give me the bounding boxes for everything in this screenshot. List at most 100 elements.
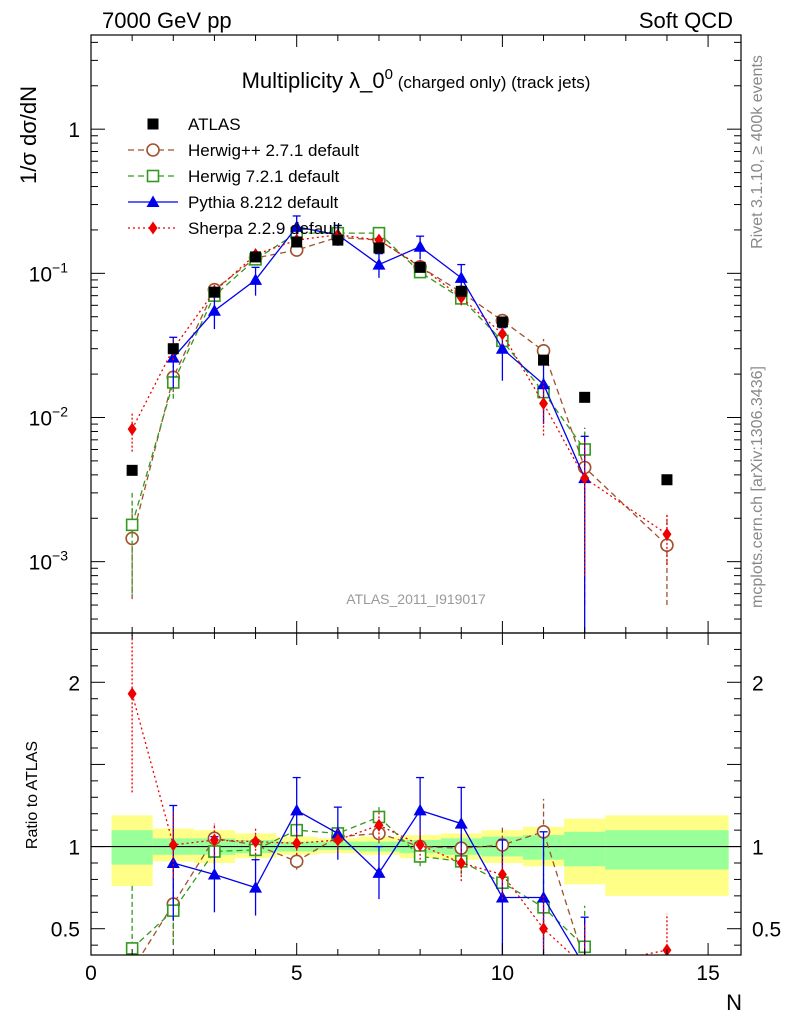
main-line xyxy=(131,232,586,526)
ratio-point xyxy=(578,960,591,972)
legend-item: Herwig++ 2.7.1 default xyxy=(128,141,359,160)
main-point xyxy=(208,286,220,298)
x-axis-label: N xyxy=(726,990,742,1015)
main-point xyxy=(125,518,139,532)
ratio-point xyxy=(374,818,384,832)
ratio-point xyxy=(209,833,219,847)
ratio-series xyxy=(125,633,672,976)
ratio-point xyxy=(289,854,304,869)
main-line xyxy=(131,234,668,535)
ratio-point xyxy=(495,891,509,903)
ratio-point xyxy=(127,687,137,701)
ratio-point xyxy=(582,954,587,955)
ratio-y-tick-label-right: 2 xyxy=(752,672,764,695)
x-tick-label: 15 xyxy=(696,962,719,985)
main-point xyxy=(496,316,508,328)
title-sup: 0 xyxy=(385,66,393,83)
main-series-herwig xyxy=(125,226,591,594)
uncertainty-band-segment xyxy=(605,830,729,870)
legend-item: Pythia 8.212 default xyxy=(128,193,339,212)
ratio-point xyxy=(454,817,468,829)
title-main: Multiplicity λ_0 xyxy=(242,68,385,93)
main-point xyxy=(662,527,672,541)
ratio-point xyxy=(539,922,549,936)
y-tick-label: 1 xyxy=(68,119,80,142)
ratio-point xyxy=(413,850,427,863)
main-series-pythia xyxy=(166,215,592,633)
main-series-atlas xyxy=(126,234,673,486)
main-point xyxy=(539,397,549,411)
ratio-bands xyxy=(111,815,729,896)
rivet-label: Rivet 3.1.10, ≥ 400k events xyxy=(749,55,766,249)
ratio-point xyxy=(372,866,386,878)
main-point xyxy=(126,464,138,476)
main-point xyxy=(661,474,673,486)
ratio-point xyxy=(166,856,180,868)
legend-item: Herwig 7.2.1 default xyxy=(128,167,339,186)
ratio-series-pythia xyxy=(166,776,591,972)
ratio-point xyxy=(251,835,261,849)
main-point xyxy=(290,220,304,232)
ratio-y-tick-label: 1 xyxy=(68,837,80,860)
main-point xyxy=(579,391,591,403)
main-point xyxy=(414,261,426,273)
uncertainty-band-segment xyxy=(564,831,606,867)
main-point xyxy=(207,304,221,316)
y-tick-label: 10−3 xyxy=(29,548,69,575)
ratio-series-herwig xyxy=(126,798,587,976)
main-point xyxy=(455,285,467,297)
main-point xyxy=(332,234,344,246)
uncertainty-band-segment xyxy=(111,830,153,865)
ratio-point xyxy=(415,838,425,852)
main-point xyxy=(249,273,263,285)
legend-marker xyxy=(146,195,160,207)
legend-label: Pythia 8.212 default xyxy=(188,193,339,212)
ratio-point xyxy=(292,836,302,850)
header-energy: 7000 GeV pp xyxy=(102,8,232,33)
main-point xyxy=(413,240,427,252)
ratio-y-tick-label: 0.5 xyxy=(51,919,80,942)
main-point xyxy=(660,538,674,553)
ratio-point xyxy=(207,868,221,880)
tick-exponent: −3 xyxy=(52,548,68,564)
ratio-point xyxy=(126,964,138,976)
main-series xyxy=(125,215,674,633)
mcplots-label: mcplots.cern.ch [arXiv:1306.3436] xyxy=(749,366,766,608)
main-point xyxy=(167,343,179,355)
tick-exponent: −2 xyxy=(52,403,68,419)
tick-base: 10 xyxy=(29,407,52,430)
main-point xyxy=(372,258,386,270)
ratio-y-tick-label-right: 0.5 xyxy=(752,919,781,942)
x-tick-label: 0 xyxy=(85,962,97,985)
main-ylabel: 1/σ dσ/dN xyxy=(16,86,41,184)
ratio-point xyxy=(331,826,345,839)
ratio-y-tick-label: 2 xyxy=(68,672,80,695)
ratio-point xyxy=(413,803,427,816)
ratio-line xyxy=(140,830,584,955)
ratio-line xyxy=(131,816,586,949)
main-point xyxy=(538,354,550,366)
main-point xyxy=(250,251,262,263)
legend-item: Sherpa 2.2.9 default xyxy=(128,219,341,238)
ratio-frame xyxy=(90,632,742,956)
legend-label: Herwig 7.2.1 default xyxy=(188,167,339,186)
ratio-point xyxy=(497,868,507,881)
main-point xyxy=(495,342,509,354)
x-tick-label: 10 xyxy=(491,962,514,985)
ratio-point xyxy=(249,881,263,893)
ratio-point xyxy=(333,833,343,847)
main-point xyxy=(127,422,137,436)
legend-marker xyxy=(146,169,160,183)
x-tick-label: 5 xyxy=(291,962,303,985)
main-point xyxy=(497,327,507,341)
main-point xyxy=(454,271,468,283)
legend-marker xyxy=(146,143,160,157)
legend-label: Herwig++ 2.7.1 default xyxy=(188,141,359,160)
legend-marker xyxy=(147,118,159,130)
header-category: Soft QCD xyxy=(639,8,733,33)
tick-base: 10 xyxy=(29,552,52,575)
ratio-point xyxy=(456,856,466,870)
main-point xyxy=(291,236,303,248)
